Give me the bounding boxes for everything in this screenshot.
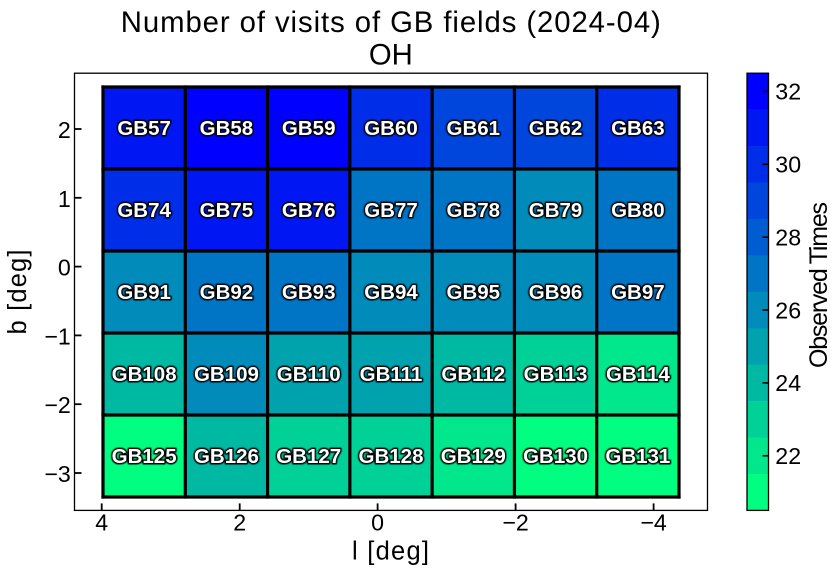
svg-text:26: 26 bbox=[775, 297, 801, 323]
svg-text:GB128: GB128 bbox=[359, 445, 424, 468]
svg-text:GB130: GB130 bbox=[523, 445, 588, 468]
svg-text:GB111: GB111 bbox=[360, 363, 423, 386]
svg-text:GB59: GB59 bbox=[282, 117, 336, 140]
svg-text:GB79: GB79 bbox=[529, 199, 583, 222]
svg-text:GB78: GB78 bbox=[447, 199, 501, 222]
svg-text:GB96: GB96 bbox=[529, 281, 583, 304]
svg-text:GB79: GB79 bbox=[529, 199, 583, 222]
svg-text:2: 2 bbox=[58, 117, 71, 143]
svg-text:GB109: GB109 bbox=[194, 363, 259, 386]
svg-text:4: 4 bbox=[95, 510, 108, 536]
svg-text:GB57: GB57 bbox=[117, 117, 171, 140]
svg-text:GB125: GB125 bbox=[112, 445, 177, 468]
svg-text:GB131: GB131 bbox=[605, 445, 670, 468]
svg-text:GB58: GB58 bbox=[200, 117, 254, 140]
svg-text:GB114: GB114 bbox=[606, 363, 670, 386]
svg-text:GB62: GB62 bbox=[529, 117, 583, 140]
svg-text:GB97: GB97 bbox=[611, 281, 665, 304]
svg-text:GB110: GB110 bbox=[277, 363, 341, 386]
svg-text:GB109: GB109 bbox=[194, 363, 259, 386]
svg-text:GB74: GB74 bbox=[117, 199, 171, 222]
svg-text:0: 0 bbox=[58, 255, 71, 281]
svg-text:GB113: GB113 bbox=[524, 363, 588, 386]
svg-text:GB63: GB63 bbox=[611, 117, 665, 140]
svg-text:22: 22 bbox=[775, 443, 801, 469]
svg-text:Observed Times: Observed Times bbox=[805, 202, 833, 368]
svg-text:b [deg]: b [deg] bbox=[4, 250, 32, 335]
svg-text:−2: −2 bbox=[44, 392, 70, 418]
svg-text:GB61: GB61 bbox=[447, 117, 501, 140]
svg-text:1: 1 bbox=[58, 186, 71, 212]
svg-text:GB75: GB75 bbox=[200, 199, 254, 222]
svg-text:−4: −4 bbox=[640, 510, 667, 536]
svg-text:GB126: GB126 bbox=[194, 445, 259, 468]
svg-text:GB130: GB130 bbox=[523, 445, 588, 468]
svg-text:GB127: GB127 bbox=[276, 445, 341, 468]
svg-text:GB111: GB111 bbox=[360, 363, 423, 386]
svg-text:GB125: GB125 bbox=[112, 445, 177, 468]
svg-text:OH: OH bbox=[369, 38, 413, 71]
svg-text:GB92: GB92 bbox=[200, 281, 254, 304]
svg-text:GB76: GB76 bbox=[282, 199, 336, 222]
svg-text:Number of visits of GB fields: Number of visits of GB fields (2024-04) bbox=[121, 6, 661, 39]
svg-text:GB91: GB91 bbox=[117, 281, 171, 304]
svg-text:GB93: GB93 bbox=[282, 281, 336, 304]
svg-text:GB60: GB60 bbox=[364, 117, 418, 140]
svg-text:GB95: GB95 bbox=[447, 281, 501, 304]
svg-text:GB60: GB60 bbox=[364, 117, 418, 140]
svg-text:GB74: GB74 bbox=[117, 199, 171, 222]
svg-text:2: 2 bbox=[233, 510, 246, 536]
svg-text:−2: −2 bbox=[502, 510, 528, 536]
svg-text:GB126: GB126 bbox=[194, 445, 259, 468]
svg-text:GB62: GB62 bbox=[529, 117, 583, 140]
svg-text:GB114: GB114 bbox=[606, 363, 670, 386]
svg-text:GB110: GB110 bbox=[277, 363, 341, 386]
svg-text:28: 28 bbox=[775, 224, 801, 250]
svg-text:GB76: GB76 bbox=[282, 199, 336, 222]
svg-text:GB58: GB58 bbox=[200, 117, 254, 140]
svg-text:24: 24 bbox=[775, 370, 801, 396]
svg-text:GB61: GB61 bbox=[447, 117, 501, 140]
svg-text:GB59: GB59 bbox=[282, 117, 336, 140]
svg-text:GB94: GB94 bbox=[364, 281, 418, 304]
svg-text:0: 0 bbox=[371, 510, 384, 536]
svg-text:GB113: GB113 bbox=[524, 363, 588, 386]
svg-text:GB80: GB80 bbox=[611, 199, 665, 222]
svg-text:30: 30 bbox=[775, 152, 801, 178]
svg-text:GB75: GB75 bbox=[200, 199, 254, 222]
svg-text:GB97: GB97 bbox=[611, 281, 665, 304]
svg-text:GB93: GB93 bbox=[282, 281, 336, 304]
svg-text:GB94: GB94 bbox=[364, 281, 418, 304]
svg-text:GB131: GB131 bbox=[605, 445, 670, 468]
svg-text:l [deg]: l [deg] bbox=[352, 538, 429, 566]
svg-text:GB80: GB80 bbox=[611, 199, 665, 222]
svg-text:GB128: GB128 bbox=[359, 445, 424, 468]
svg-text:GB112: GB112 bbox=[441, 363, 505, 386]
svg-text:GB92: GB92 bbox=[200, 281, 254, 304]
svg-text:GB77: GB77 bbox=[364, 199, 418, 222]
svg-text:32: 32 bbox=[775, 79, 801, 105]
svg-text:GB63: GB63 bbox=[611, 117, 665, 140]
svg-text:GB108: GB108 bbox=[112, 363, 177, 386]
svg-text:GB129: GB129 bbox=[441, 445, 506, 468]
svg-text:GB108: GB108 bbox=[112, 363, 177, 386]
svg-text:GB95: GB95 bbox=[447, 281, 501, 304]
svg-text:GB127: GB127 bbox=[276, 445, 341, 468]
svg-text:GB57: GB57 bbox=[117, 117, 171, 140]
svg-text:−3: −3 bbox=[44, 461, 70, 487]
svg-text:GB78: GB78 bbox=[447, 199, 501, 222]
svg-text:−1: −1 bbox=[44, 323, 70, 349]
svg-text:GB112: GB112 bbox=[441, 363, 505, 386]
svg-text:GB96: GB96 bbox=[529, 281, 583, 304]
svg-text:GB129: GB129 bbox=[441, 445, 506, 468]
svg-text:GB91: GB91 bbox=[117, 281, 171, 304]
svg-text:GB77: GB77 bbox=[364, 199, 418, 222]
